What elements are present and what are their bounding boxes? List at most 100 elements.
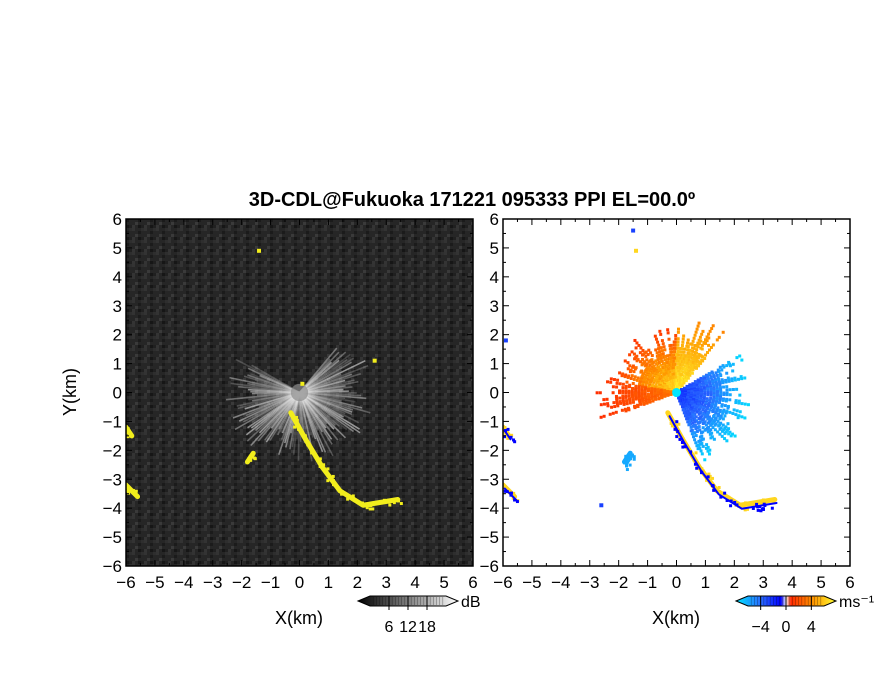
velocity-pixel: [658, 329, 662, 333]
velocity-pixel: [721, 411, 725, 415]
intensity-ray: [298, 392, 334, 457]
velocity-echo-edge-speck: [706, 475, 710, 479]
y-tick-label: −2: [480, 441, 499, 460]
velocity-pixel: [725, 364, 729, 368]
velocity-pixel: [703, 338, 707, 342]
velocity-echo-edge-speck: [676, 430, 680, 434]
velocity-echo-edge-speck: [505, 490, 509, 494]
velocity-pixel: [680, 405, 684, 409]
velocity-pixel: [697, 321, 701, 325]
velocity-pixel: [626, 376, 630, 380]
velocity-pixel: [707, 336, 711, 340]
y-tick-label: −1: [480, 412, 499, 431]
velocity-pixel: [699, 449, 703, 453]
velocity-pixel: [740, 415, 744, 419]
velocity-pixel: [699, 392, 703, 396]
intensity-ray: [299, 391, 361, 434]
velocity-pixel: [634, 346, 638, 350]
y-tick-label: −5: [480, 528, 499, 547]
velocity-pixel: [733, 376, 737, 380]
velocity-pixel: [696, 356, 700, 360]
velocity-pixel: [700, 452, 704, 456]
velocity-pixel: [737, 401, 741, 405]
velocity-echo-edge-speck: [675, 420, 679, 424]
velocity-pixel: [636, 358, 640, 362]
intensity-echo-band-speck: [365, 506, 369, 510]
velocity-pixel: [688, 348, 692, 352]
velocity-pixel: [626, 406, 630, 410]
velocity-pixel: [676, 340, 680, 344]
velocity-pixel: [655, 351, 659, 355]
x-tick-label: 0: [672, 573, 681, 592]
y-tick-label: 6: [113, 210, 122, 229]
velocity-pixel: [640, 387, 644, 391]
velocity-pixel: [721, 423, 725, 427]
velocity-pixel: [722, 392, 726, 396]
velocity-pixel: [663, 354, 667, 358]
intensity-ray: [236, 391, 300, 407]
velocity-pixel: [711, 426, 715, 430]
velocity-pixel: [709, 376, 713, 380]
velocity-pixel: [706, 421, 710, 425]
velocity-pixel: [621, 391, 625, 395]
velocity-pixel: [695, 327, 699, 331]
intensity-echo-band-speck: [367, 503, 371, 507]
velocity-echo-band-speck: [503, 426, 507, 430]
velocity-pixel: [630, 389, 634, 393]
velocity-pixel: [714, 411, 718, 415]
x-tick-label: −5: [145, 573, 164, 592]
velocity-pixel: [650, 358, 654, 362]
velocity-echo-edge-speck: [729, 499, 733, 503]
velocity-echo-band-speck: [739, 502, 743, 506]
velocity-echo-edge-speck: [509, 491, 513, 495]
velocity-pixel: [746, 403, 750, 407]
velocity-pixel: [635, 341, 639, 345]
velocity-pixel: [705, 375, 709, 379]
intensity-echo-band-speck: [346, 497, 350, 501]
velocity-pixel: [672, 340, 676, 344]
velocity-pixel: [683, 414, 687, 418]
velocity-pixel: [683, 364, 687, 368]
velocity-pixel: [624, 384, 628, 388]
velocity-pixel: [698, 446, 702, 450]
velocity-pixel: [698, 435, 702, 439]
velocity-pixel: [676, 346, 680, 350]
velocity-pixel: [735, 387, 739, 391]
x-axis-label-right: X(km): [652, 608, 700, 628]
velocity-echo-edge-speck: [625, 461, 629, 465]
velocity-pixel: [719, 374, 723, 378]
velocity-pixel: [650, 391, 654, 395]
velocity-pixel: [665, 375, 669, 379]
velocity-echo-edge-speck: [725, 498, 729, 502]
velocity-pixel: [705, 443, 709, 447]
velocity-pixel: [669, 343, 673, 347]
velocity-pixel: [707, 452, 711, 456]
velocity-pixel: [725, 409, 729, 413]
velocity-pixel: [635, 354, 639, 358]
velocity-pixel: [641, 383, 645, 387]
velocity-pixel: [743, 402, 747, 406]
velocity-pixel: [684, 379, 688, 383]
velocity-pixel: [627, 394, 631, 398]
velocity-pixel: [647, 398, 651, 402]
intensity-echo-band-speck: [399, 502, 403, 506]
velocity-pixel: [688, 419, 692, 423]
velocity-pixel: [623, 359, 627, 363]
velocity-echo-edge-speck: [756, 508, 760, 512]
velocity-pixel: [728, 410, 732, 414]
velocity-echo-band-speck: [677, 422, 681, 426]
velocity-pixel: [706, 377, 710, 381]
intensity-echo-band-speck: [392, 501, 396, 505]
velocity-pixel: [700, 332, 704, 336]
velocity-pixel: [660, 349, 664, 353]
velocity-pixel: [628, 383, 632, 387]
velocity-pixel: [698, 439, 702, 443]
velocity-echo-edge-speck: [712, 488, 716, 492]
velocity-pixel: [699, 431, 703, 435]
velocity-pixel: [622, 402, 626, 406]
velocity-pixel: [688, 373, 692, 377]
velocity-echo-edge-speck: [625, 464, 629, 468]
velocity-pixel: [674, 334, 678, 338]
velocity-pixel: [702, 386, 706, 390]
intensity-echo-band-speck: [371, 507, 375, 511]
